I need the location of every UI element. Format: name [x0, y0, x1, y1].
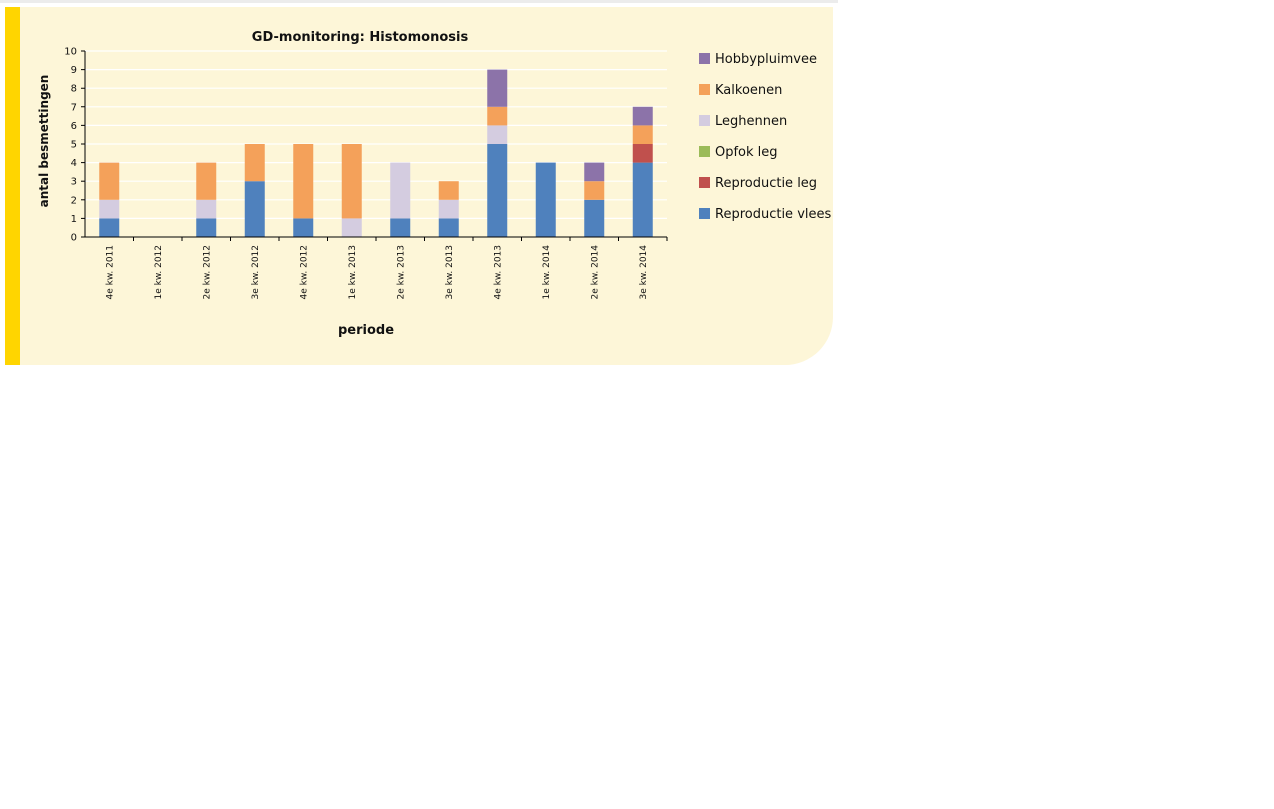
y-axis-label: antal besmettingen	[37, 75, 51, 208]
x-tick-label: 3e kw. 2014	[639, 245, 649, 300]
legend-label: Kalkoenen	[715, 83, 782, 98]
x-tick-label: 3e kw. 2012	[251, 245, 261, 300]
bar-segment	[487, 69, 508, 107]
bar-segment	[293, 218, 314, 237]
bar-segment	[535, 162, 556, 237]
x-tick-label: 3e kw. 2013	[445, 245, 455, 300]
y-tick-label: 1	[71, 214, 77, 225]
bar-segment	[293, 144, 314, 219]
bar-segment	[341, 218, 362, 237]
bar-segment	[632, 144, 653, 163]
y-tick-label: 7	[71, 102, 77, 113]
legend-swatch	[699, 115, 710, 126]
y-tick-label: 8	[71, 84, 77, 95]
y-tick-label: 5	[71, 140, 77, 151]
y-tick-label: 4	[71, 158, 77, 169]
y-tick-label: 10	[64, 47, 77, 58]
y-tick-label: 0	[71, 233, 77, 244]
bar-segment	[632, 162, 653, 237]
bar-segment	[584, 181, 605, 200]
chart-title: GD-monitoring: Histomonosis	[252, 30, 469, 45]
legend-label: Reproductie leg	[715, 176, 817, 191]
legend-swatch	[699, 84, 710, 95]
bar-segment	[487, 125, 508, 144]
x-tick-label: 2e kw. 2012	[202, 245, 212, 300]
x-tick-label: 1e kw. 2014	[542, 245, 552, 300]
bar-segment	[632, 106, 653, 126]
x-tick-label: 2e kw. 2013	[396, 245, 406, 300]
legend-swatch	[699, 177, 710, 188]
axes: 0 1 2 3 4 5 6 7 8 9 10 4e kw. 2011 1e kw. 2012 2e kw.…	[64, 47, 668, 300]
x-axis-label: periode	[338, 323, 394, 338]
bar-segment	[244, 144, 265, 182]
x-tick-label: 2e kw. 2014	[590, 245, 600, 300]
chart-panel: GD-monitoring: Histomonosis antal besmet…	[5, 7, 833, 365]
bar-segment	[196, 162, 217, 200]
x-tick-label: 4e kw. 2012	[299, 245, 309, 300]
y-tick-label: 9	[71, 65, 77, 76]
bars	[99, 69, 653, 237]
x-tick-label: 1e kw. 2013	[348, 245, 358, 300]
bar-segment	[196, 199, 217, 219]
yellow-accent-bar	[5, 7, 20, 365]
bar-segment	[244, 181, 265, 237]
legend: Hobbypluimvee Kalkoenen Leghennen Opfok leg…	[699, 52, 831, 222]
gridlines	[85, 50, 667, 219]
bar-segment	[99, 162, 120, 200]
bar-segment	[196, 218, 217, 237]
bar-segment	[487, 106, 508, 126]
bar-segment	[341, 144, 362, 219]
x-tick-label: 4e kw. 2013	[493, 245, 503, 300]
bar-segment	[390, 218, 411, 237]
legend-label: Reproductie vlees	[715, 207, 831, 222]
bar-segment	[632, 125, 653, 144]
legend-swatch	[699, 53, 710, 64]
legend-label: Hobbypluimvee	[715, 52, 817, 67]
bar-segment	[487, 144, 508, 237]
legend-label: Opfok leg	[715, 145, 778, 160]
bar-segment	[438, 218, 459, 237]
legend-swatch	[699, 208, 710, 219]
x-tick-label: 1e kw. 2012	[154, 245, 164, 300]
bar-segment	[584, 162, 605, 182]
y-tick-label: 2	[71, 195, 77, 206]
bar-segment	[584, 199, 605, 237]
bar-segment	[99, 199, 120, 219]
bar-segment	[438, 199, 459, 219]
x-tick-label: 4e kw. 2011	[105, 245, 115, 300]
y-tick-label: 6	[71, 121, 77, 132]
bar-segment	[99, 218, 120, 237]
histomonosis-chart: GD-monitoring: Histomonosis antal besmet…	[37, 30, 831, 338]
y-tick-label: 3	[71, 177, 77, 188]
bar-segment	[390, 162, 411, 219]
legend-label: Leghennen	[715, 114, 787, 129]
bar-segment	[438, 181, 459, 200]
legend-swatch	[699, 146, 710, 157]
top-border-line	[0, 0, 838, 3]
